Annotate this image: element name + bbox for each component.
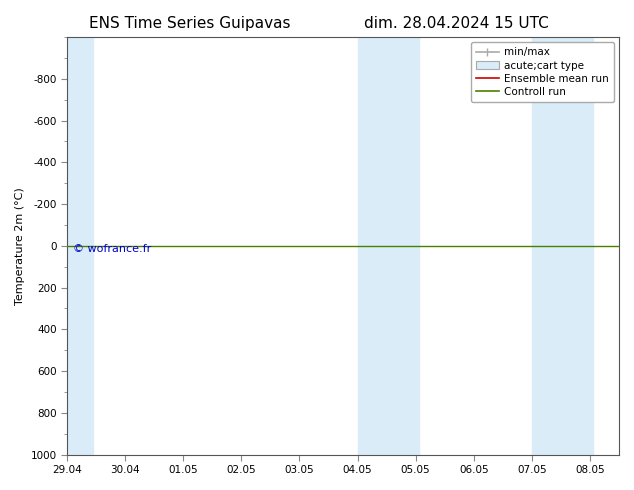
Text: © wofrance.fr: © wofrance.fr [73,244,151,254]
Bar [564,37,593,455]
Bar [389,37,418,455]
Text: dim. 28.04.2024 15 UTC: dim. 28.04.2024 15 UTC [364,16,549,31]
Y-axis label: Temperature 2m (°C): Temperature 2m (°C) [15,187,25,305]
Legend: min/max, acute;cart type, Ensemble mean run, Controll run: min/max, acute;cart type, Ensemble mean … [470,42,614,102]
Text: ENS Time Series Guipavas: ENS Time Series Guipavas [89,16,291,31]
Bar [67,37,93,455]
Bar [532,37,564,455]
Bar [358,37,389,455]
